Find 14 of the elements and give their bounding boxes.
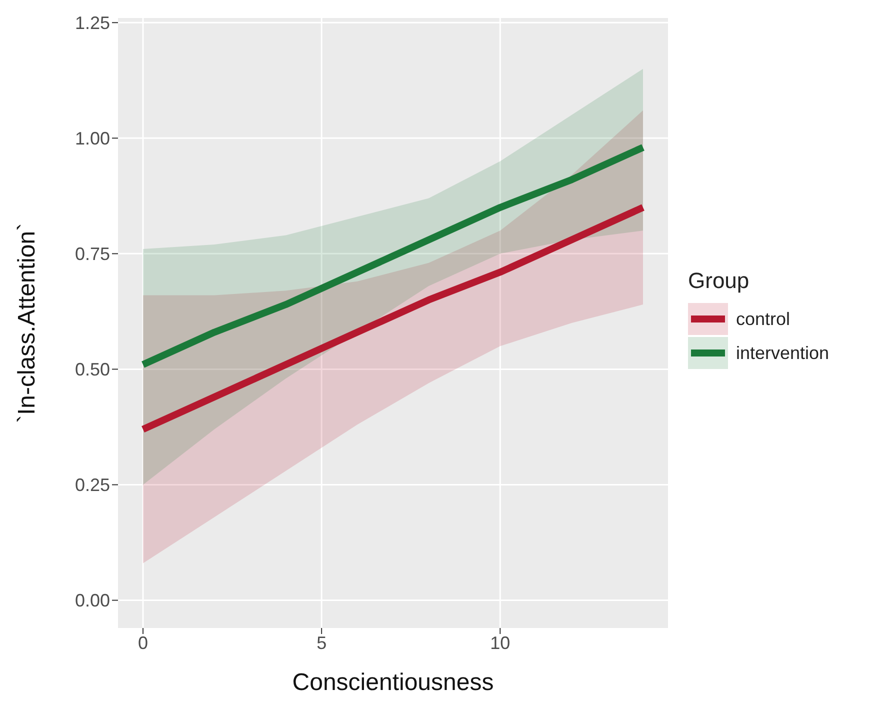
- y-tick-label: 1.00: [74, 128, 110, 149]
- x-tick-label: 10: [490, 632, 510, 653]
- x-axis-title: Conscientiousness: [292, 669, 494, 696]
- x-tick-label: 5: [316, 632, 327, 653]
- y-axis-title: `In-class.Attention`: [14, 222, 41, 424]
- x-tick-label: 0: [138, 632, 148, 653]
- legend-label: control: [736, 308, 790, 330]
- y-tick-label: 1.25: [74, 13, 110, 34]
- y-tick-label: 0.25: [74, 475, 110, 496]
- legend-label: intervention: [736, 342, 830, 364]
- y-tick-label: 0.50: [74, 360, 110, 380]
- legend-title: Group: [688, 268, 750, 294]
- y-tick-label: 0.00: [74, 590, 110, 611]
- y-tick-label: 0.75: [74, 244, 110, 264]
